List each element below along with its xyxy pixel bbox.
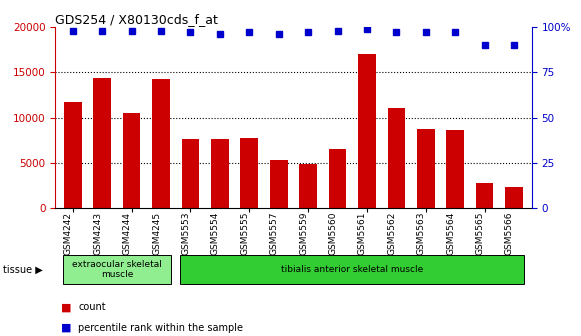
Bar [329, 149, 346, 208]
Bar [94, 78, 111, 208]
Text: GSM5561: GSM5561 [358, 212, 367, 255]
Text: tibialis anterior skeletal muscle: tibialis anterior skeletal muscle [281, 265, 424, 274]
Text: GSM5562: GSM5562 [388, 212, 396, 255]
Text: GSM5554: GSM5554 [211, 212, 220, 255]
Bar [270, 160, 288, 208]
Bar [211, 139, 229, 208]
Text: GSM4245: GSM4245 [152, 212, 161, 255]
Text: GSM5557: GSM5557 [270, 212, 279, 255]
Text: GSM5553: GSM5553 [181, 212, 191, 255]
Text: ■: ■ [61, 302, 71, 312]
Text: GDS254 / X80130cds_f_at: GDS254 / X80130cds_f_at [55, 13, 218, 26]
Text: percentile rank within the sample: percentile rank within the sample [78, 323, 243, 333]
Bar [476, 183, 493, 208]
Text: GSM5564: GSM5564 [446, 212, 455, 255]
Text: GSM4243: GSM4243 [93, 212, 102, 255]
Bar [182, 139, 199, 208]
Text: GSM4242: GSM4242 [64, 212, 73, 255]
Text: GSM5565: GSM5565 [476, 212, 485, 255]
Bar [505, 187, 523, 208]
Text: extraocular skeletal
muscle: extraocular skeletal muscle [72, 260, 162, 279]
Bar [299, 164, 317, 208]
Text: GSM5563: GSM5563 [417, 212, 426, 255]
Text: GSM5559: GSM5559 [299, 212, 308, 255]
Bar [388, 108, 405, 208]
Text: ■: ■ [61, 323, 71, 333]
Bar [123, 113, 141, 208]
Text: GSM5566: GSM5566 [505, 212, 514, 255]
Bar [417, 129, 435, 208]
Text: GSM4244: GSM4244 [123, 212, 132, 255]
Text: GSM5560: GSM5560 [328, 212, 338, 255]
Bar [152, 80, 170, 208]
Text: count: count [78, 302, 106, 312]
Bar [446, 130, 464, 208]
Bar [241, 137, 258, 208]
Text: tissue ▶: tissue ▶ [3, 265, 42, 275]
Text: GSM5555: GSM5555 [241, 212, 249, 255]
Bar [358, 54, 376, 208]
Bar [64, 102, 82, 208]
